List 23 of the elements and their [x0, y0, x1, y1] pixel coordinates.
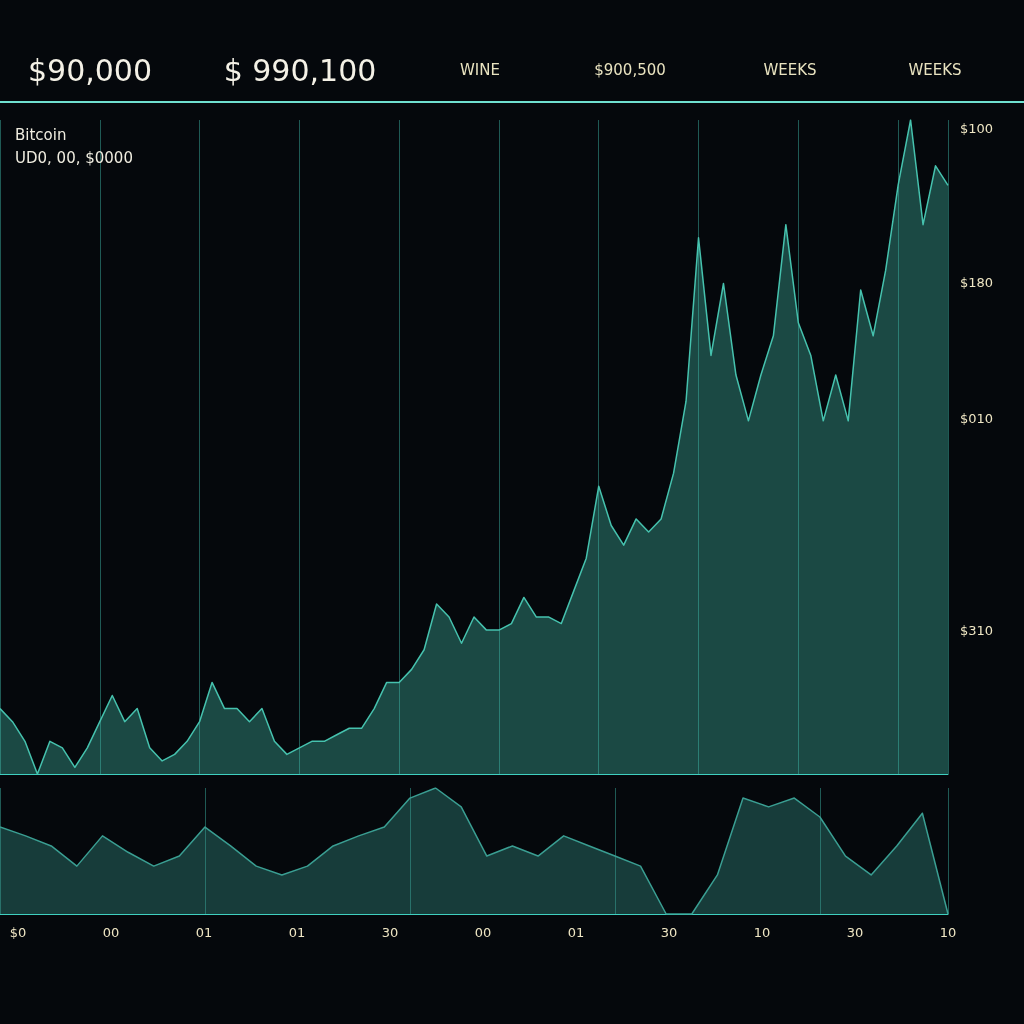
- text: 30: [846, 924, 864, 940]
- text: 10: [939, 924, 957, 940]
- text: $100: [960, 120, 994, 136]
- text: 00: [474, 924, 492, 940]
- text: WINE: [460, 61, 500, 79]
- text: 30: [660, 924, 678, 940]
- text: 30: [381, 924, 399, 940]
- text: 01: [195, 924, 213, 940]
- text: 01: [288, 924, 306, 940]
- text: WEEKS: [908, 61, 962, 79]
- text: WEEKS: [763, 61, 817, 79]
- text: $900,500: [594, 61, 666, 79]
- text: $90,000: [27, 52, 153, 88]
- text: 10: [753, 924, 771, 940]
- text: $310: [960, 622, 994, 638]
- text: $180: [960, 274, 994, 290]
- chart-title: Bitcoin: [15, 125, 67, 144]
- text: 01: [567, 924, 585, 940]
- text: UD0, 00, $0000: [15, 148, 133, 167]
- text: $ 990,100: [223, 52, 377, 88]
- text: $0: [9, 924, 27, 940]
- text: 00: [102, 924, 120, 940]
- text: $010: [960, 410, 994, 426]
